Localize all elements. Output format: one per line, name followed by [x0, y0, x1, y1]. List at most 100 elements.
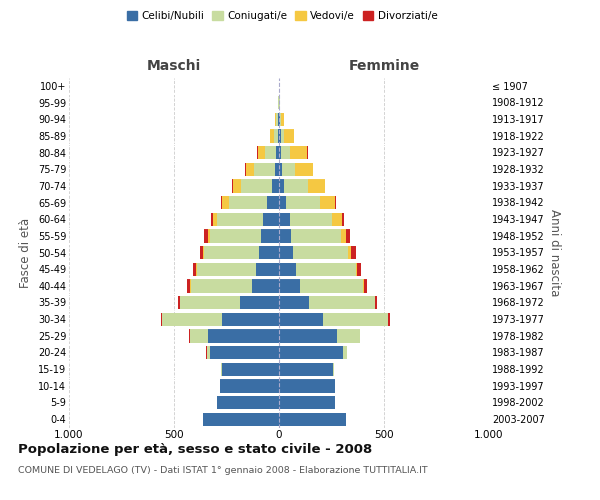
Bar: [279, 146, 281, 159]
Bar: [256, 262, 279, 276]
Bar: [331, 212, 342, 226]
Bar: [205, 246, 259, 259]
Bar: [279, 212, 290, 226]
Bar: [210, 346, 279, 359]
Bar: [191, 279, 252, 292]
Bar: [323, 312, 388, 326]
Bar: [206, 346, 210, 359]
Bar: [284, 129, 295, 142]
Bar: [279, 129, 281, 142]
Bar: [187, 279, 190, 292]
Bar: [163, 312, 223, 326]
Bar: [364, 279, 367, 292]
Bar: [252, 279, 279, 292]
Bar: [280, 112, 281, 126]
Bar: [268, 196, 279, 209]
Bar: [261, 229, 279, 242]
Bar: [290, 229, 341, 242]
Bar: [193, 262, 196, 276]
Bar: [279, 296, 310, 309]
Bar: [335, 196, 336, 209]
Bar: [375, 296, 377, 309]
Bar: [221, 196, 223, 209]
Bar: [352, 246, 356, 259]
Bar: [279, 312, 323, 326]
Bar: [279, 112, 280, 126]
Bar: [210, 229, 261, 242]
Bar: [310, 296, 374, 309]
Bar: [363, 279, 364, 292]
Bar: [265, 146, 277, 159]
Bar: [277, 112, 278, 126]
Bar: [223, 362, 279, 376]
Bar: [290, 212, 331, 226]
Bar: [259, 246, 279, 259]
Bar: [308, 179, 325, 192]
Bar: [190, 329, 208, 342]
Bar: [208, 229, 210, 242]
Bar: [254, 162, 275, 176]
Bar: [356, 262, 361, 276]
Bar: [203, 246, 205, 259]
Bar: [281, 112, 284, 126]
Bar: [279, 179, 284, 192]
Bar: [279, 362, 332, 376]
Bar: [281, 129, 284, 142]
Bar: [295, 162, 313, 176]
Bar: [279, 162, 281, 176]
Bar: [196, 262, 197, 276]
Bar: [203, 412, 279, 426]
Text: COMUNE DI VEDELAGO (TV) - Dati ISTAT 1° gennaio 2008 - Elaborazione TUTTITALIA.I: COMUNE DI VEDELAGO (TV) - Dati ISTAT 1° …: [18, 466, 428, 475]
Bar: [279, 329, 337, 342]
Bar: [320, 196, 335, 209]
Bar: [279, 229, 290, 242]
Bar: [274, 129, 278, 142]
Bar: [279, 246, 293, 259]
Legend: Celibi/Nubili, Coniugati/e, Vedovi/e, Divorziati/e: Celibi/Nubili, Coniugati/e, Vedovi/e, Di…: [124, 8, 440, 24]
Bar: [346, 229, 350, 242]
Bar: [342, 212, 344, 226]
Bar: [388, 312, 390, 326]
Bar: [279, 262, 296, 276]
Bar: [281, 162, 295, 176]
Bar: [284, 179, 308, 192]
Bar: [279, 379, 335, 392]
Bar: [348, 246, 352, 259]
Bar: [290, 146, 307, 159]
Bar: [293, 246, 348, 259]
Y-axis label: Fasce di età: Fasce di età: [19, 218, 32, 288]
Bar: [232, 179, 233, 192]
Bar: [223, 312, 279, 326]
Bar: [233, 179, 241, 192]
Bar: [278, 112, 279, 126]
Bar: [341, 229, 346, 242]
Bar: [343, 346, 347, 359]
Bar: [278, 129, 279, 142]
Bar: [213, 212, 217, 226]
Bar: [178, 296, 180, 309]
Bar: [246, 162, 254, 176]
Bar: [286, 196, 320, 209]
Bar: [223, 196, 229, 209]
Bar: [296, 262, 356, 276]
Bar: [271, 129, 274, 142]
Bar: [205, 229, 208, 242]
Bar: [279, 279, 300, 292]
Bar: [332, 362, 334, 376]
Bar: [272, 179, 279, 192]
Bar: [279, 412, 346, 426]
Text: Femmine: Femmine: [349, 58, 419, 72]
Bar: [217, 212, 263, 226]
Bar: [241, 179, 272, 192]
Bar: [275, 162, 279, 176]
Bar: [197, 262, 256, 276]
Bar: [208, 329, 279, 342]
Bar: [279, 396, 335, 409]
Bar: [181, 296, 240, 309]
Bar: [281, 146, 290, 159]
Text: Popolazione per età, sesso e stato civile - 2008: Popolazione per età, sesso e stato civil…: [18, 442, 372, 456]
Bar: [200, 246, 203, 259]
Bar: [300, 279, 363, 292]
Bar: [277, 146, 279, 159]
Bar: [229, 196, 268, 209]
